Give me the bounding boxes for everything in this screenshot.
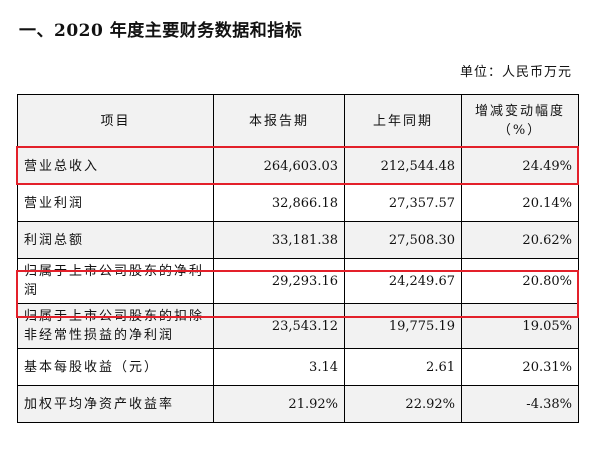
row-previous-value: 27,508.30 <box>344 221 462 259</box>
table-row: 归属于上市公司股东的净利润 29,293.16 24,249.67 20.80% <box>17 258 579 304</box>
header-change-percent: 增减变动幅度（%） <box>461 94 579 148</box>
row-current-value: 29,293.16 <box>213 258 345 304</box>
row-label: 营业利润 <box>17 184 214 222</box>
row-change-value: 24.49% <box>461 147 579 185</box>
table-row: 营业利润 32,866.18 27,357.57 20.14% <box>17 184 579 222</box>
row-previous-value: 24,249.67 <box>344 258 462 304</box>
row-previous-value: 22.92% <box>344 385 462 423</box>
table-row: 营业总收入 264,603.03 212,544.48 24.49% <box>17 147 579 185</box>
header-current-period: 本报告期 <box>213 94 345 148</box>
table-header-row: 项目 本报告期 上年同期 增减变动幅度（%） <box>17 94 579 148</box>
row-previous-value: 19,775.19 <box>344 303 462 349</box>
row-label: 归属于上市公司股东的净利润 <box>17 258 214 304</box>
row-current-value: 33,181.38 <box>213 221 345 259</box>
table-row: 基本每股收益（元） 3.14 2.61 20.31% <box>17 348 579 386</box>
table-row: 归属于上市公司股东的扣除非经常性损益的净利润 23,543.12 19,775.… <box>17 303 579 349</box>
header-previous-period: 上年同期 <box>344 94 462 148</box>
row-previous-value: 27,357.57 <box>344 184 462 222</box>
row-current-value: 23,543.12 <box>213 303 345 349</box>
row-label: 归属于上市公司股东的扣除非经常性损益的净利润 <box>17 303 214 349</box>
row-label: 基本每股收益（元） <box>17 348 214 386</box>
row-previous-value: 212,544.48 <box>344 147 462 185</box>
row-change-value: 20.31% <box>461 348 579 386</box>
row-change-value: 20.14% <box>461 184 579 222</box>
row-current-value: 3.14 <box>213 348 345 386</box>
row-current-value: 21.92% <box>213 385 345 423</box>
row-change-value: 20.62% <box>461 221 579 259</box>
unit-label: 单位：人民币万元 <box>459 65 572 80</box>
section-title: 一、2020 年度主要财务数据和指标 <box>19 21 303 41</box>
row-label: 利润总额 <box>17 221 214 259</box>
row-label: 加权平均净资产收益率 <box>17 385 214 423</box>
row-change-value: -4.38% <box>461 385 579 423</box>
table-row: 利润总额 33,181.38 27,508.30 20.62% <box>17 221 579 259</box>
header-item: 项目 <box>17 94 214 148</box>
financial-data-table: 项目 本报告期 上年同期 增减变动幅度（%） 营业总收入 264,603.03 … <box>17 94 579 423</box>
row-change-value: 19.05% <box>461 303 579 349</box>
table-row: 加权平均净资产收益率 21.92% 22.92% -4.38% <box>17 385 579 423</box>
row-current-value: 32,866.18 <box>213 184 345 222</box>
row-label: 营业总收入 <box>17 147 214 185</box>
row-current-value: 264,603.03 <box>213 147 345 185</box>
row-previous-value: 2.61 <box>344 348 462 386</box>
row-change-value: 20.80% <box>461 258 579 304</box>
